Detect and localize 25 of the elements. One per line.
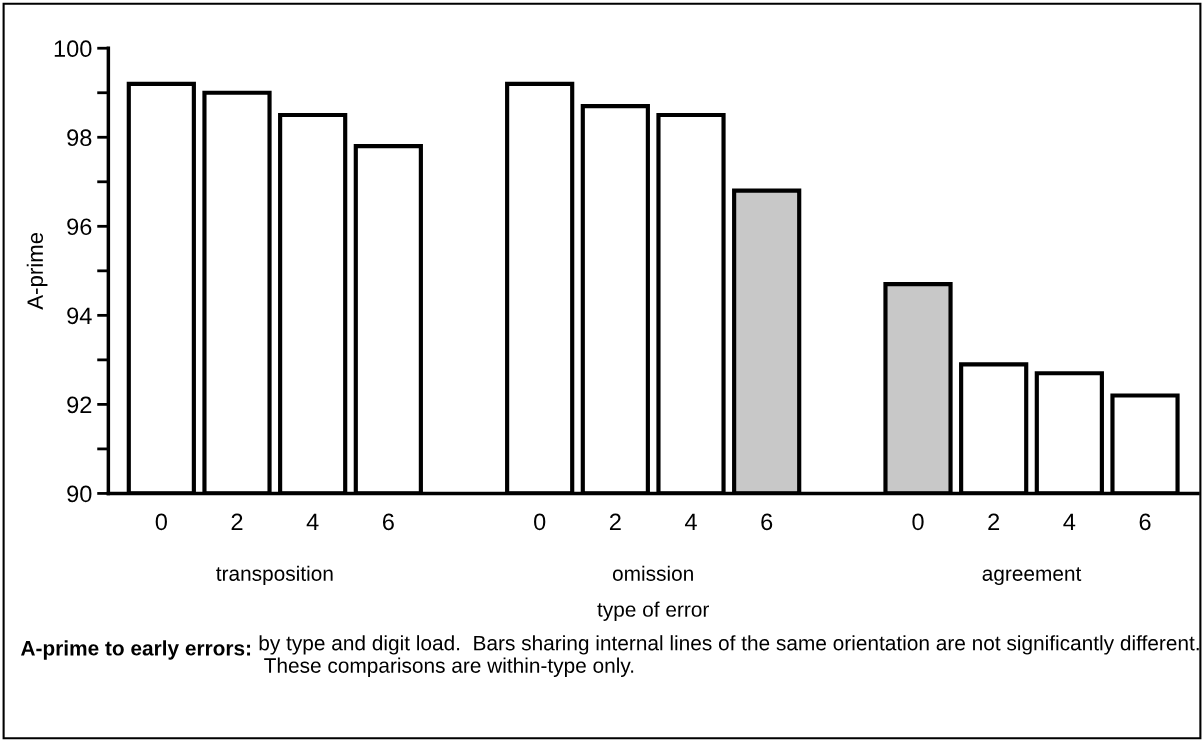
x-tick-label: 0: [912, 513, 924, 531]
text: agreement: [982, 567, 1082, 586]
y-axis-title: A-prime: [26, 232, 48, 310]
y-tick-label: 96: [67, 218, 92, 236]
text: A-prime to early errors:: [20, 640, 251, 660]
text: by type and digit load. Bars sharing internal lines of the same orientation are not significantly different. These comparisons are within-type only.: [259, 635, 1199, 678]
x-axis-title: type of error: [597, 601, 709, 621]
x-tick-label: 2: [988, 513, 1000, 530]
text: transposition: [216, 565, 333, 586]
text: omission: [612, 565, 693, 581]
x-tick-label: 4: [306, 513, 319, 530]
y-tick-label: 90: [67, 485, 92, 503]
x-tick-label: 2: [231, 513, 243, 530]
x-tick-label: 6: [761, 513, 773, 531]
x-tick-label: 4: [684, 513, 697, 530]
x-tick-label: 2: [609, 513, 621, 530]
y-tick-label: 94: [67, 307, 92, 325]
y-tick-label: 98: [67, 129, 92, 147]
x-tick-label: 4: [1063, 513, 1076, 530]
x-tick-label: 6: [382, 513, 394, 531]
x-tick-label: 0: [534, 513, 546, 531]
y-tick-label: 92: [67, 396, 92, 414]
x-tick-label: 6: [1139, 513, 1151, 531]
y-tick-label: 100: [54, 40, 92, 58]
x-tick-label: 0: [155, 513, 167, 531]
